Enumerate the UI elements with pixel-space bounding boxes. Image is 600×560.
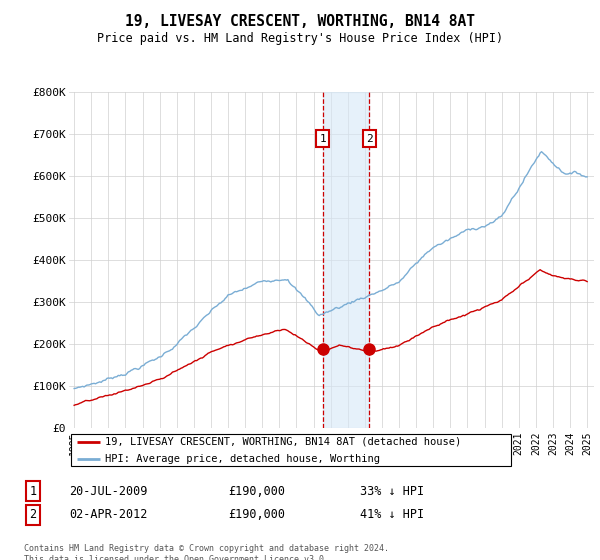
Text: £190,000: £190,000	[228, 508, 285, 521]
Text: 19, LIVESAY CRESCENT, WORTHING, BN14 8AT (detached house): 19, LIVESAY CRESCENT, WORTHING, BN14 8AT…	[104, 437, 461, 446]
Text: Price paid vs. HM Land Registry's House Price Index (HPI): Price paid vs. HM Land Registry's House …	[97, 32, 503, 45]
Text: Contains HM Land Registry data © Crown copyright and database right 2024.
This d: Contains HM Land Registry data © Crown c…	[24, 544, 389, 560]
FancyBboxPatch shape	[71, 434, 511, 466]
Text: 19, LIVESAY CRESCENT, WORTHING, BN14 8AT: 19, LIVESAY CRESCENT, WORTHING, BN14 8AT	[125, 14, 475, 29]
Text: 2: 2	[366, 134, 373, 143]
Text: 1: 1	[29, 484, 37, 498]
Text: 2: 2	[29, 508, 37, 521]
Text: 33% ↓ HPI: 33% ↓ HPI	[360, 484, 424, 498]
Text: 1: 1	[320, 134, 326, 143]
Text: 20-JUL-2009: 20-JUL-2009	[69, 484, 148, 498]
Text: HPI: Average price, detached house, Worthing: HPI: Average price, detached house, Wort…	[104, 454, 380, 464]
Text: 02-APR-2012: 02-APR-2012	[69, 508, 148, 521]
Bar	[323, 92, 369, 428]
Text: £190,000: £190,000	[228, 484, 285, 498]
Text: 41% ↓ HPI: 41% ↓ HPI	[360, 508, 424, 521]
